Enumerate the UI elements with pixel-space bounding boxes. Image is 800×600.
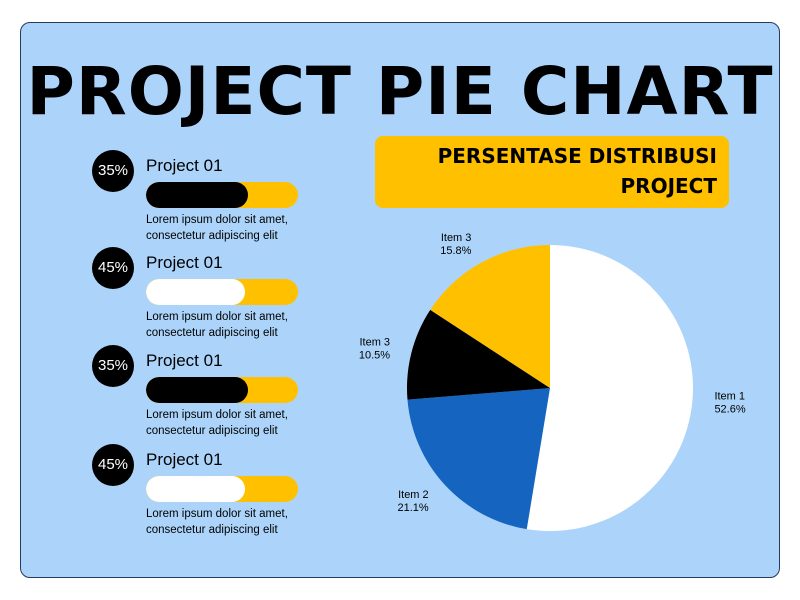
project-name: Project 01 bbox=[146, 351, 223, 370]
progress-bar bbox=[146, 182, 298, 208]
pie-slice bbox=[407, 309, 550, 400]
progress-fill bbox=[146, 182, 248, 208]
progress-bar bbox=[146, 476, 298, 502]
progress-fill bbox=[146, 476, 245, 502]
progress-fill bbox=[146, 377, 248, 403]
description-line: Lorem ipsum dolor sit amet, bbox=[146, 214, 288, 226]
description-line: consectetur adipiscing elit bbox=[146, 230, 278, 242]
project-description: Lorem ipsum dolor sit amet, consectetur … bbox=[146, 212, 346, 244]
project-item: 35% Project 01 Lorem ipsum dolor sit ame… bbox=[92, 150, 352, 250]
percent-badge: 45% bbox=[92, 444, 134, 486]
project-description: Lorem ipsum dolor sit amet, consectetur … bbox=[146, 407, 346, 439]
slice-name-label: Item 2 bbox=[398, 489, 429, 501]
progress-bar bbox=[146, 279, 298, 305]
progress-fill bbox=[146, 279, 245, 305]
pie-slice bbox=[526, 245, 694, 531]
project-item: 45% Project 01 Lorem ipsum dolor sit ame… bbox=[92, 247, 352, 347]
slice-name-label: Item 3 bbox=[441, 232, 472, 244]
project-item: 45% Project 01 Lorem ipsum dolor sit ame… bbox=[92, 444, 352, 544]
project-name: Project 01 bbox=[146, 450, 223, 469]
description-line: consectetur adipiscing elit bbox=[146, 327, 278, 339]
pie-slice bbox=[407, 388, 550, 530]
subtitle-line-1: PERSENTASE DISTRIBUSI bbox=[437, 144, 717, 168]
description-line: Lorem ipsum dolor sit amet, bbox=[146, 409, 288, 421]
slice-name-label: Item 1 bbox=[714, 390, 745, 402]
project-name: Project 01 bbox=[146, 156, 223, 175]
slice-value-label: 15.8% bbox=[440, 245, 471, 257]
slice-value-label: 52.6% bbox=[714, 403, 745, 415]
project-description: Lorem ipsum dolor sit amet, consectetur … bbox=[146, 506, 346, 538]
slice-name-label: Item 3 bbox=[359, 336, 390, 348]
description-line: Lorem ipsum dolor sit amet, bbox=[146, 311, 288, 323]
chart-subtitle-box: PERSENTASE DISTRIBUSI PROJECT bbox=[375, 136, 729, 208]
project-description: Lorem ipsum dolor sit amet, consectetur … bbox=[146, 309, 346, 341]
page-title: PROJECT PIE CHART bbox=[26, 53, 774, 130]
percent-badge: 45% bbox=[92, 247, 134, 289]
project-name: Project 01 bbox=[146, 253, 223, 272]
pie-slice bbox=[430, 245, 550, 388]
description-line: Lorem ipsum dolor sit amet, bbox=[146, 508, 288, 520]
subtitle-line-2: PROJECT bbox=[620, 174, 717, 198]
project-item: 35% Project 01 Lorem ipsum dolor sit ame… bbox=[92, 345, 352, 445]
progress-bar bbox=[146, 377, 298, 403]
slice-value-label: 21.1% bbox=[397, 502, 428, 514]
percent-badge: 35% bbox=[92, 150, 134, 192]
slice-value-label: 10.5% bbox=[359, 349, 390, 361]
description-line: consectetur adipiscing elit bbox=[146, 425, 278, 437]
percent-badge: 35% bbox=[92, 345, 134, 387]
description-line: consectetur adipiscing elit bbox=[146, 524, 278, 536]
